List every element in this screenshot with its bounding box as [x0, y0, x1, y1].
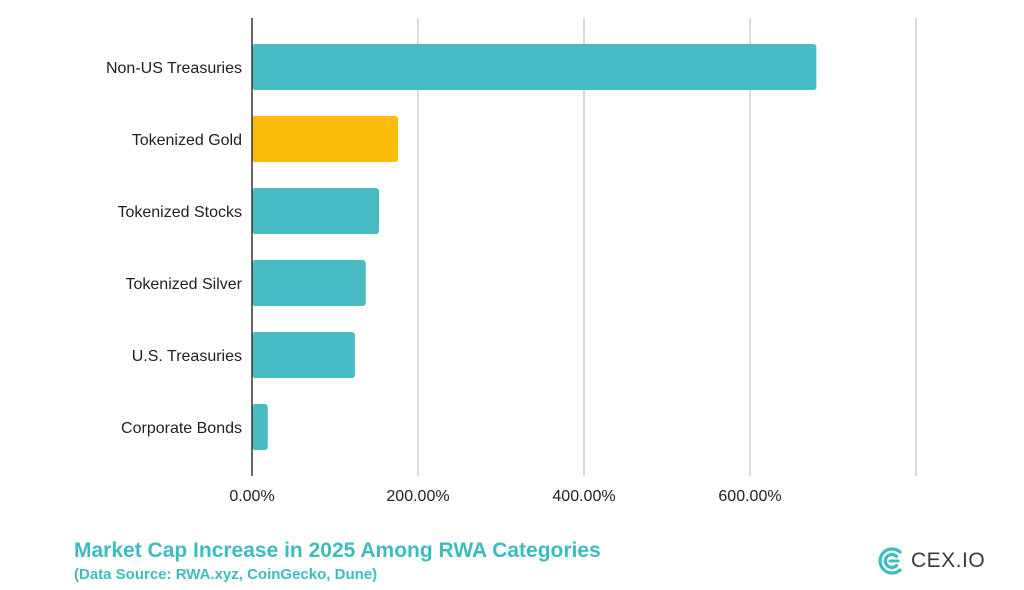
logo-text: CEX.IO: [911, 549, 986, 572]
category-label: Non-US Treasuries: [106, 60, 242, 77]
category-label: Corporate Bonds: [121, 420, 242, 437]
bar-tokenized-gold: [252, 116, 399, 162]
bars: [252, 44, 817, 450]
bar-tokenized-stocks: [252, 188, 379, 234]
category-label: Tokenized Gold: [132, 132, 242, 149]
bar-u-s-treasuries: [252, 332, 355, 378]
x-tick-label: 200.00%: [386, 488, 449, 505]
chart-subtitle: (Data Source: RWA.xyz, CoinGecko, Dune): [74, 566, 378, 583]
bar-tokenized-silver: [252, 260, 366, 306]
x-tick-label: 600.00%: [718, 488, 781, 505]
bar-chart: Non-US Treasuries Tokenized Gold Tokenized…: [106, 18, 917, 505]
cex-io-logo: CEX.IO: [876, 544, 985, 578]
grid-lines: [417, 18, 917, 476]
category-label: Tokenized Stocks: [117, 204, 242, 221]
category-labels: Non-US Treasuries Tokenized Gold Tokenized…: [106, 60, 243, 437]
category-label: Tokenized Silver: [126, 276, 243, 293]
x-tick-label: 400.00%: [552, 488, 615, 505]
chart-title: Market Cap Increase in 2025 Among RWA Ca…: [74, 539, 601, 562]
bar-corporate-bonds: [252, 404, 268, 450]
x-tick-labels: 0.00% 200.00% 400.00% 600.00%: [229, 488, 781, 505]
category-label: U.S. Treasuries: [132, 348, 242, 365]
x-tick-label: 0.00%: [229, 488, 274, 505]
bar-non-us-treasuries: [252, 44, 817, 90]
cex-io-logo-icon: [878, 547, 902, 575]
